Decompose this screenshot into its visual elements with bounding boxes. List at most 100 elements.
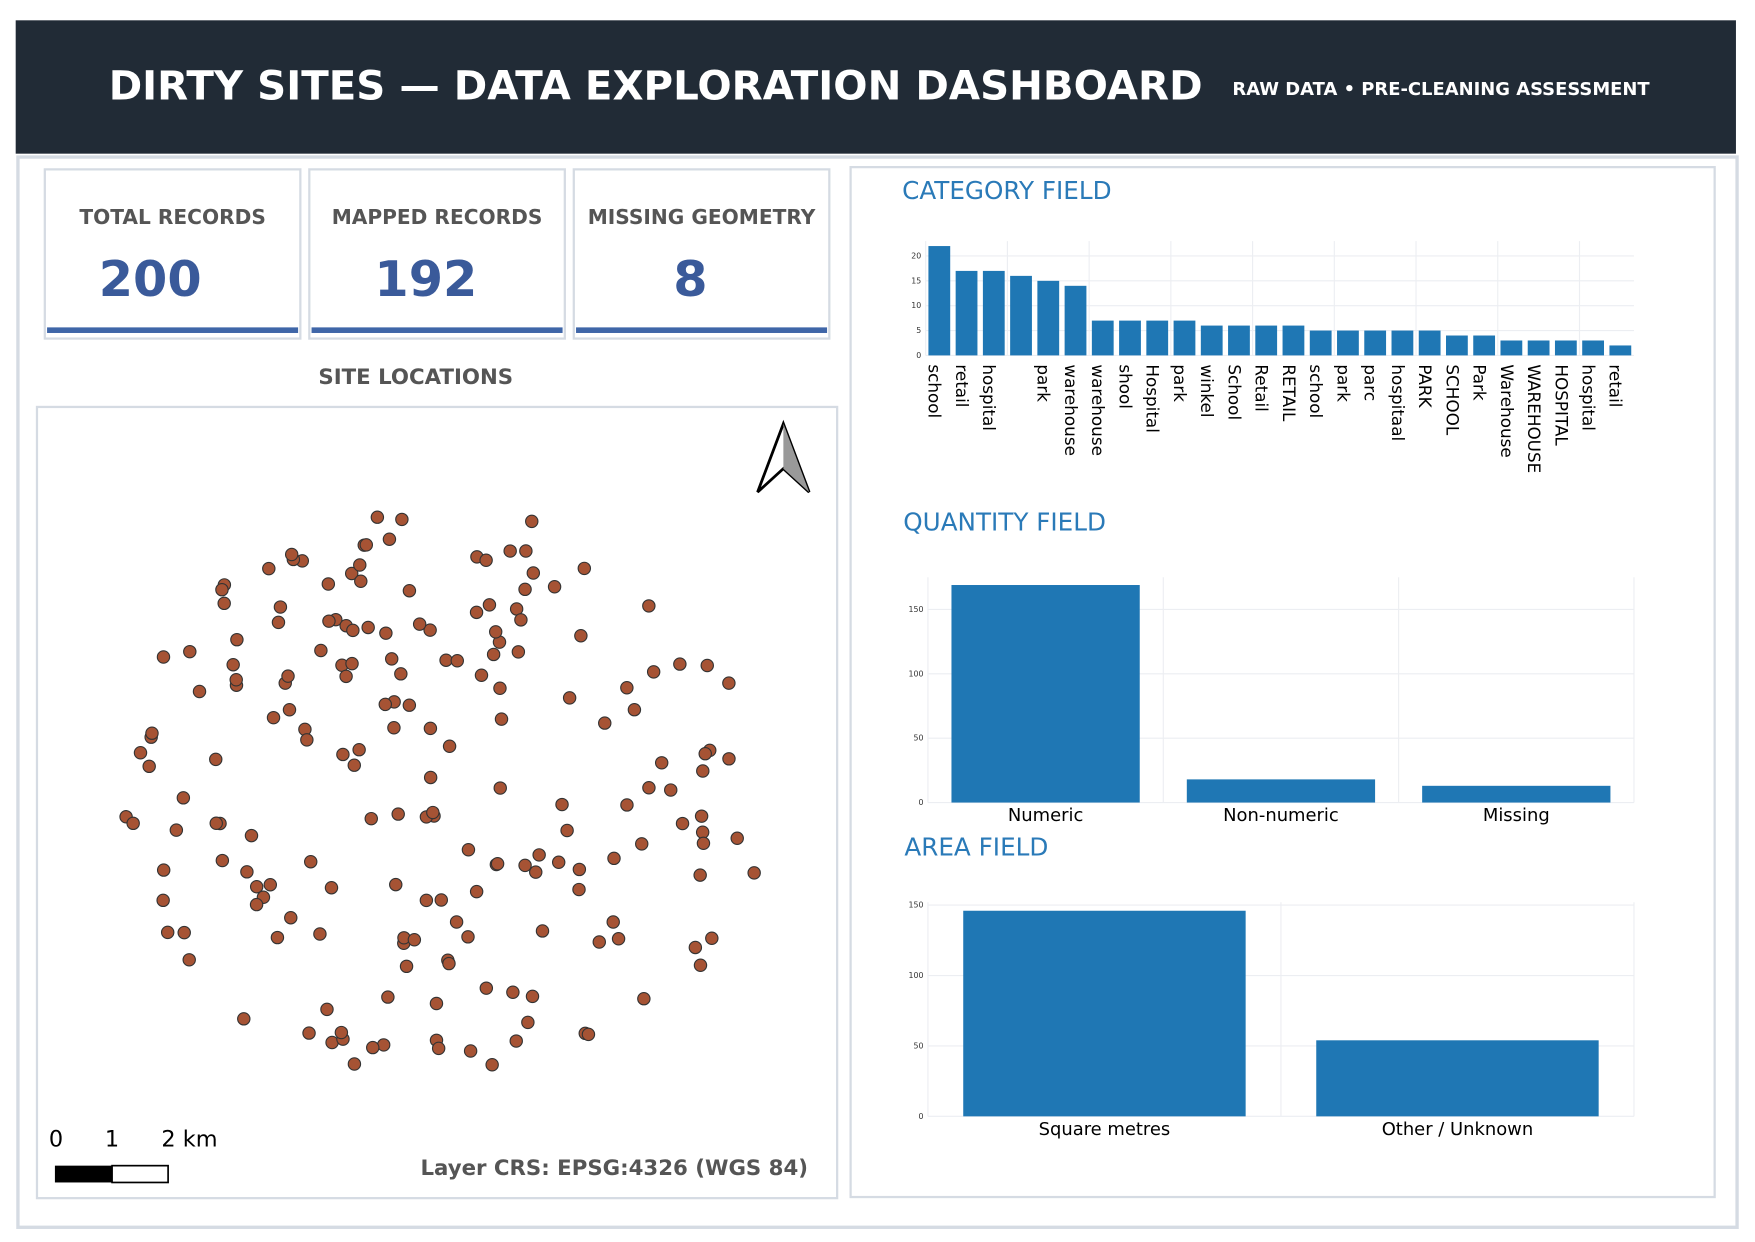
site-point	[270, 930, 285, 945]
site-point	[555, 797, 569, 812]
bar	[1282, 325, 1305, 356]
site-point	[156, 863, 171, 877]
y-tick-label: 50	[913, 1041, 923, 1050]
site-point	[514, 613, 528, 627]
y-tick-label: 150	[908, 605, 923, 614]
bar	[1228, 325, 1250, 356]
bar	[1186, 779, 1376, 803]
x-tick-label: retail	[952, 364, 972, 407]
site-point	[479, 981, 494, 995]
site-point	[347, 758, 361, 772]
bar	[1146, 320, 1169, 356]
site-point	[525, 989, 540, 1004]
site-point	[705, 931, 719, 945]
y-tick-label: 20	[911, 251, 921, 260]
y-tick-label: 0	[918, 798, 923, 807]
site-point	[399, 959, 414, 974]
map-frame	[35, 405, 839, 1200]
x-tick-label: warehouse	[1088, 364, 1108, 456]
site-point	[620, 798, 634, 812]
site-point	[642, 599, 656, 613]
kpi-card	[43, 168, 302, 340]
crs-label: Layer CRS: EPSG:4326 (WGS 84)	[420, 1156, 808, 1181]
site-point	[244, 828, 259, 843]
site-point	[354, 574, 368, 589]
site-point	[526, 566, 541, 580]
bar	[1364, 330, 1387, 356]
x-tick-label: park	[1034, 364, 1054, 402]
site-point	[620, 681, 634, 695]
x-tick-label: hospital	[1579, 364, 1599, 431]
site-point	[722, 752, 736, 766]
bar	[1554, 340, 1577, 356]
site-point	[387, 721, 401, 735]
site-point	[273, 600, 288, 614]
site-point	[519, 544, 533, 558]
bar	[963, 910, 1246, 1117]
site-point	[449, 915, 464, 929]
site-point	[747, 866, 761, 880]
site-point	[359, 538, 374, 552]
site-point	[322, 614, 336, 628]
site-point	[302, 1026, 316, 1040]
site-point	[469, 884, 484, 899]
site-point	[314, 643, 328, 658]
bar	[1527, 340, 1550, 356]
site-point	[209, 816, 223, 830]
site-point	[423, 623, 437, 637]
site-point	[192, 684, 207, 699]
scale-bar-white	[111, 1164, 169, 1184]
site-point	[347, 1057, 362, 1071]
kpi-label: MAPPED RECORDS	[332, 205, 543, 229]
site-point	[321, 577, 336, 591]
bar	[1609, 345, 1632, 356]
site-point	[664, 783, 678, 797]
site-point	[509, 1034, 523, 1048]
site-point	[434, 893, 449, 907]
site-point	[695, 825, 710, 839]
site-point	[249, 879, 264, 894]
site-point	[126, 816, 140, 831]
site-point	[503, 544, 517, 558]
y-tick-label: 50	[913, 734, 923, 743]
site-point	[461, 930, 475, 944]
site-point	[142, 759, 156, 774]
site-point	[442, 956, 456, 971]
site-point	[303, 854, 318, 869]
site-point	[694, 809, 709, 823]
site-point	[156, 893, 170, 908]
bar	[928, 246, 951, 356]
x-tick-label: park	[1170, 364, 1190, 402]
site-point	[344, 566, 359, 581]
site-point	[379, 626, 393, 640]
site-point	[334, 1025, 349, 1040]
site-point	[698, 746, 712, 761]
site-point	[518, 858, 532, 873]
site-point	[353, 558, 367, 572]
site-point	[339, 669, 353, 684]
site-point	[336, 747, 350, 762]
bar	[1064, 285, 1087, 356]
site-point	[366, 1040, 380, 1055]
site-point	[463, 1044, 478, 1058]
site-point	[529, 865, 543, 879]
site-point	[572, 862, 587, 877]
y-tick-label: 100	[908, 669, 923, 678]
site-point	[700, 658, 714, 673]
site-point	[313, 927, 327, 941]
x-tick-label: School	[1224, 364, 1244, 420]
header-subtitle: RAW DATA • PRE-CLEANING ASSESSMENT	[1232, 79, 1650, 100]
site-point	[547, 580, 562, 594]
site-point	[266, 710, 281, 725]
x-tick-label: warehouse	[1061, 364, 1081, 456]
x-tick-label: Other / Unknown	[1382, 1119, 1534, 1140]
site-point	[402, 583, 417, 598]
site-point	[160, 925, 175, 940]
site-point	[217, 596, 231, 611]
site-point	[696, 764, 710, 778]
site-point	[535, 924, 550, 938]
kpi-underline	[576, 327, 828, 333]
site-point	[730, 831, 744, 846]
site-point	[606, 915, 620, 929]
